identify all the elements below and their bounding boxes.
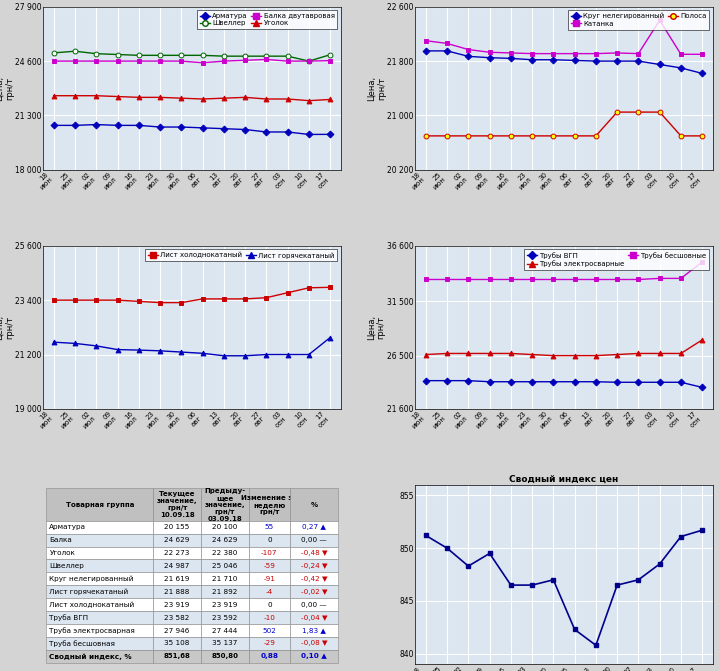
- Legend: Круг нелегированный, Катанка, Полоса: Круг нелегированный, Катанка, Полоса: [568, 10, 709, 30]
- Y-axis label: Цена,
грн/т: Цена, грн/т: [366, 315, 386, 340]
- Title: Сводный индекс цен: Сводный индекс цен: [509, 475, 618, 484]
- Legend: Арматура, Швеллер, Балка двутавровая, Уголок: Арматура, Швеллер, Балка двутавровая, Уг…: [197, 10, 338, 29]
- Y-axis label: Цена,
грн/т: Цена, грн/т: [0, 76, 14, 101]
- Y-axis label: Цена,
грн/т: Цена, грн/т: [366, 76, 386, 101]
- Y-axis label: Цена,
грн/т: Цена, грн/т: [0, 315, 14, 340]
- Legend: Трубы ВГП, Трубы электросварные, Трубы бесшовные: Трубы ВГП, Трубы электросварные, Трубы б…: [524, 249, 709, 270]
- Legend: Лист холоднокатаный, Лист горячекатаный: Лист холоднокатаный, Лист горячекатаный: [145, 249, 338, 261]
